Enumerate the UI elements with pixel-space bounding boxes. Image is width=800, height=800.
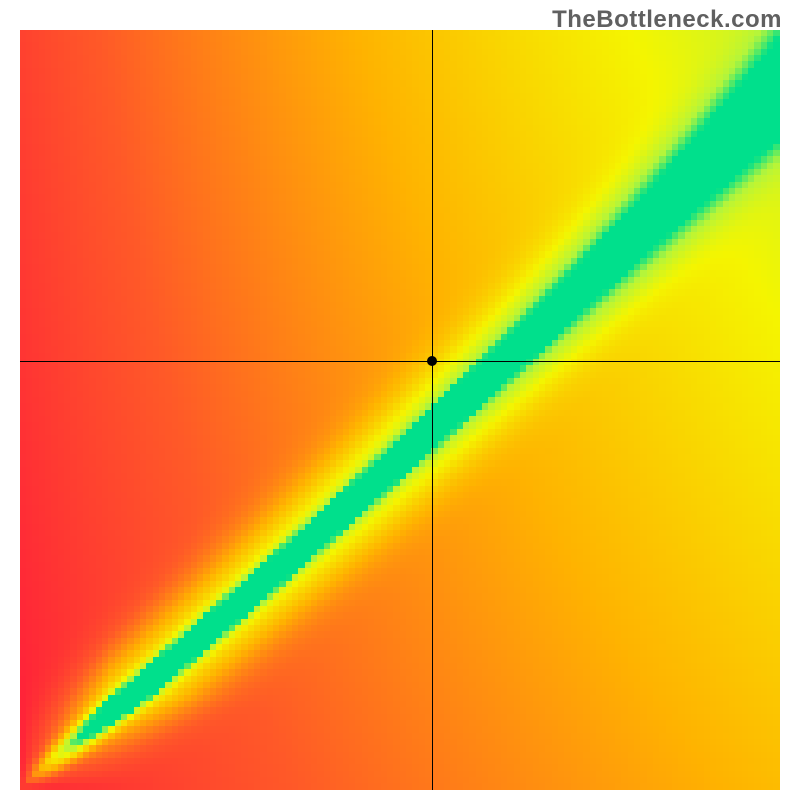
heatmap-plot [20,30,780,790]
crosshair-vertical [432,30,433,790]
crosshair-horizontal [20,361,780,362]
heatmap-canvas [20,30,780,790]
marker-dot [427,356,437,366]
